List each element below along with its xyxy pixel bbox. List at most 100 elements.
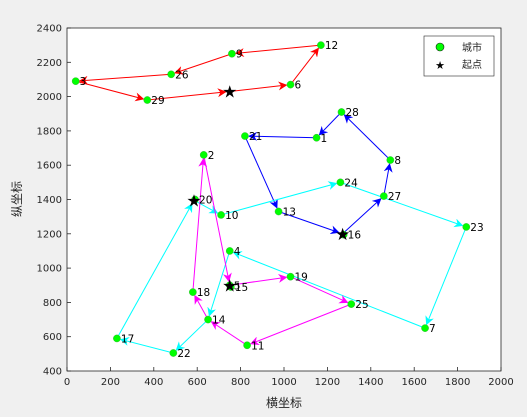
y-axis-ticks: 400 600 800 1000 1200 1400 1600 1800 2000 2200 240…: [37, 24, 71, 378]
route-2-segment: [425, 226, 467, 326]
city-point-21: [241, 132, 249, 140]
x-tick-label: 1800: [445, 377, 470, 388]
city-point-2: [199, 151, 208, 159]
route-0-segment: [174, 53, 233, 75]
city-point-6: [286, 80, 295, 89]
city-point-9: [228, 49, 236, 58]
city-label-27: 27: [388, 191, 401, 203]
y-tick-label: 2000: [37, 92, 62, 103]
start-point-1: ★: [335, 225, 350, 245]
route-2-segment: [193, 199, 219, 214]
route-3-segment: [249, 303, 352, 346]
x-tick-label: 1400: [358, 377, 383, 388]
city-point-22: [169, 349, 178, 357]
city-label-29: 29: [151, 95, 164, 107]
route-3-segment: [192, 158, 208, 293]
start-point-2: ★: [186, 191, 201, 211]
route-2-segment: [175, 319, 209, 351]
route-0-segment: [290, 47, 319, 85]
city-label-18: 18: [197, 287, 210, 299]
y-axis-label: 纵坐标: [10, 181, 24, 217]
city-label-26: 26: [175, 69, 189, 81]
x-tick-label: 600: [188, 377, 207, 388]
city-label-22: 22: [177, 348, 190, 360]
city-point-19: [286, 272, 295, 281]
city-label-5: 5: [234, 280, 241, 292]
city-label-10: 10: [225, 210, 238, 222]
city-label-8: 8: [394, 155, 401, 167]
y-tick-label: 1800: [37, 126, 62, 137]
route-1-segment: [278, 211, 340, 235]
city-label-12: 12: [325, 40, 338, 52]
route-2-segment: [116, 203, 193, 339]
x-tick-label: 400: [144, 377, 163, 388]
city-label-1: 1: [321, 133, 328, 145]
city-point-29: [143, 96, 152, 104]
route-1-segment: [318, 111, 342, 136]
y-tick-label: 1400: [37, 195, 62, 206]
route-2-segment: [340, 181, 464, 228]
city-label-7: 7: [429, 323, 436, 335]
y-tick-label: 1200: [37, 229, 62, 240]
city-point-26: [167, 70, 175, 79]
cities-layer: 1234567891011121314151617181920212223242…: [71, 40, 484, 360]
city-point-10: [217, 211, 225, 219]
city-label-4: 4: [234, 246, 241, 258]
city-label-25: 25: [355, 299, 368, 311]
city-point-1: [312, 133, 321, 142]
city-label-21: 21: [249, 131, 262, 143]
route-0-segment: [75, 80, 145, 102]
routes-layer: [75, 44, 467, 354]
city-label-6: 6: [295, 80, 302, 92]
route-3-segment: [229, 273, 288, 286]
route-2-segment: [119, 337, 174, 354]
city-point-15: [227, 283, 235, 291]
y-tick-label: 1600: [37, 161, 62, 172]
city-label-3: 3: [80, 76, 87, 88]
city-label-13: 13: [283, 207, 296, 219]
y-tick-label: 2200: [37, 58, 62, 69]
city-label-24: 24: [344, 177, 358, 189]
city-label-19: 19: [295, 272, 308, 284]
route-3-segment: [290, 276, 349, 304]
city-point-8: [386, 156, 395, 164]
legend-box: [423, 35, 495, 77]
city-label-9: 9: [236, 49, 243, 61]
start-point-0: ★: [222, 82, 237, 102]
city-point-27: [380, 192, 388, 200]
city-point-28: [337, 108, 346, 116]
x-axis-label: 横坐标: [266, 396, 302, 410]
y-tick-label: 600: [43, 332, 62, 343]
route-0-segment: [229, 81, 288, 92]
x-tick-label: 1600: [401, 377, 426, 388]
route-2-segment: [232, 251, 426, 329]
y-tick-label: 1000: [37, 264, 62, 275]
city-point-4: [225, 247, 234, 255]
city-label-11: 11: [251, 340, 264, 352]
city-label-28: 28: [346, 107, 359, 119]
x-axis-ticks: 0 200 400 600 800 1000 1200 1400 1600 1800 2000: [64, 367, 514, 388]
city-label-20: 20: [199, 195, 212, 207]
city-point-12: [317, 41, 325, 49]
legend-city-marker: [435, 42, 445, 52]
city-point-25: [347, 300, 356, 308]
city-point-13: [274, 207, 283, 216]
start-point-3: ★: [222, 276, 237, 296]
city-point-24: [336, 178, 345, 187]
city-point-17: [113, 334, 121, 343]
city-label-16: 16: [348, 230, 362, 242]
route-3-segment: [210, 321, 248, 346]
y-tick-label: 400: [43, 367, 62, 378]
route-2-segment: [220, 181, 338, 216]
y-tick-label: 2400: [37, 24, 62, 35]
city-point-3: [71, 77, 80, 85]
city-point-14: [204, 315, 212, 324]
x-tick-label: 800: [231, 377, 250, 388]
route-0-segment: [147, 88, 227, 101]
legend: 城市 ★ 起点: [423, 35, 495, 77]
route-1-segment: [383, 163, 393, 197]
plot-area: [67, 28, 501, 371]
route-1-segment: [248, 131, 317, 141]
route-0-segment: [78, 73, 172, 85]
